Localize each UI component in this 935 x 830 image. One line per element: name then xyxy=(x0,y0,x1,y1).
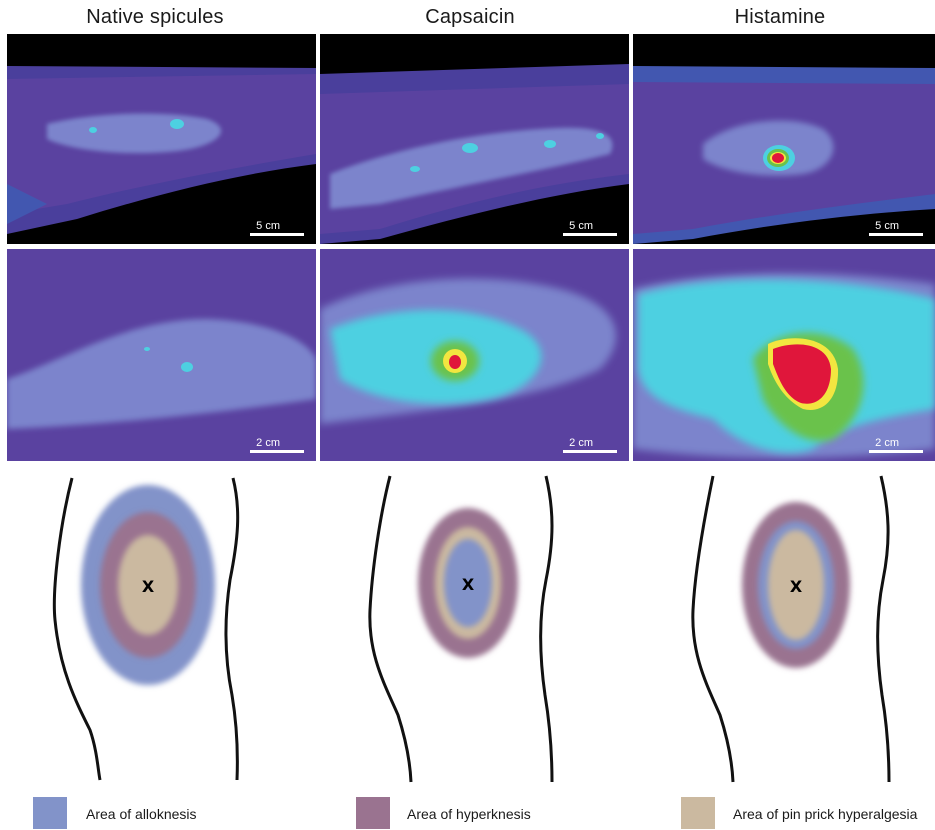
scale-label: 2 cm xyxy=(569,437,593,449)
legend-swatch-hyperalgesia xyxy=(681,797,715,829)
schematic-capsaicin: X xyxy=(368,475,554,783)
stimulus-marker: X xyxy=(142,577,155,596)
scale-label: 5 cm xyxy=(256,220,280,232)
heatmap-overview-histamine: 5 cm xyxy=(633,34,935,244)
schematic-histamine: X xyxy=(691,475,891,783)
leg-outline-left xyxy=(52,477,102,781)
schematic-native: X xyxy=(52,477,240,781)
hyperalgesia-area xyxy=(768,530,824,640)
column-title-capsaicin: Capsaicin xyxy=(425,6,515,28)
hyperalgesia-area xyxy=(118,535,178,635)
leg-outline-right xyxy=(539,475,554,783)
legend-swatch-alloknesis xyxy=(33,797,67,829)
scale-bar xyxy=(869,233,923,236)
scale-label: 5 cm xyxy=(569,220,593,232)
legend-swatch-hyperknesis xyxy=(356,797,390,829)
scale-label: 5 cm xyxy=(875,220,899,232)
column-title-native-spicules: Native spicules xyxy=(86,6,224,28)
heatmap-overview-native: 5 cm xyxy=(7,34,316,244)
scale-bar xyxy=(869,450,923,453)
leg-outline-right xyxy=(876,475,891,783)
alloknesis-area xyxy=(444,539,492,627)
legend-label-hyperalgesia: Area of pin prick hyperalgesia xyxy=(733,806,918,822)
heatmap-overview-capsaicin: 5 cm xyxy=(320,34,629,244)
scale-bar xyxy=(250,233,304,236)
stimulus-marker: X xyxy=(462,575,475,594)
leg-outline-left xyxy=(691,475,735,783)
leg-outline-right xyxy=(224,477,240,781)
heatmap-zoom-capsaicin: 2 cm xyxy=(320,249,629,461)
stimulus-marker: X xyxy=(790,577,803,596)
scale-label: 2 cm xyxy=(875,437,899,449)
heatmap-zoom-native: 2 cm xyxy=(7,249,316,461)
scale-bar xyxy=(563,233,617,236)
scale-bar xyxy=(250,450,304,453)
leg-outline-left xyxy=(368,475,413,783)
heatmap-zoom-histamine: 2 cm xyxy=(633,249,935,461)
scale-label: 2 cm xyxy=(256,437,280,449)
scale-bar xyxy=(563,450,617,453)
legend-label-hyperknesis: Area of hyperknesis xyxy=(407,806,531,822)
column-title-histamine: Histamine xyxy=(734,6,826,28)
legend-label-alloknesis: Area of alloknesis xyxy=(86,806,197,822)
